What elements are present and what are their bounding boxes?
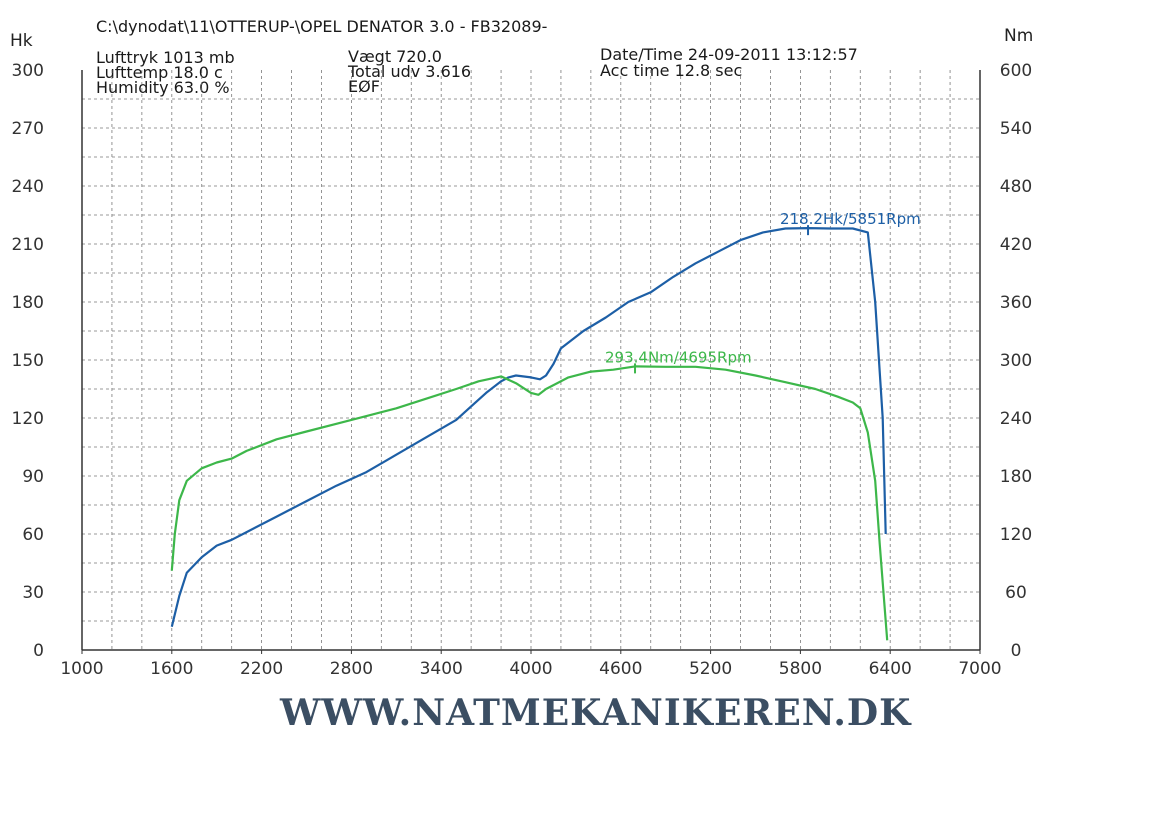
website-banner: WWW.NATMEKANIKEREN.DK bbox=[280, 692, 912, 734]
air-temperature: Lufttemp 18.0 c bbox=[96, 63, 223, 82]
left-tick-label: 240 bbox=[12, 177, 44, 197]
x-tick-label: 2800 bbox=[330, 659, 373, 679]
tick-labels: 1000 1600 2200 2800 3400 4000 4600 5200 5800 6400… bbox=[12, 61, 1033, 679]
left-tick-label: 60 bbox=[22, 525, 44, 545]
left-tick-label: 30 bbox=[22, 583, 44, 603]
left-tick-label: 180 bbox=[12, 293, 44, 313]
humidity: Humidity 63.0 % bbox=[96, 78, 230, 97]
right-tick-label: 540 bbox=[1000, 119, 1032, 139]
weight: Vægt 720.0 bbox=[348, 47, 442, 66]
x-tick-label: 5800 bbox=[779, 659, 822, 679]
torque-peak-label: 293.4Nm/4695Rpm bbox=[605, 348, 752, 366]
x-tick-label: 1000 bbox=[60, 659, 103, 679]
x-tick-label: 1600 bbox=[150, 659, 193, 679]
chart-grid bbox=[82, 70, 980, 650]
right-tick-label: 480 bbox=[1000, 177, 1032, 197]
right-tick-label: 420 bbox=[1000, 235, 1032, 255]
eof-label: EØF bbox=[348, 77, 380, 96]
x-tick-label: 5200 bbox=[689, 659, 732, 679]
right-tick-label: 120 bbox=[1000, 525, 1032, 545]
left-axis-unit: Hk bbox=[10, 31, 33, 51]
left-tick-label: 90 bbox=[22, 467, 44, 487]
torque-curve bbox=[170, 365, 889, 641]
left-tick-label: 120 bbox=[12, 409, 44, 429]
x-tick-label: 3400 bbox=[420, 659, 463, 679]
x-tick-label: 4000 bbox=[509, 659, 552, 679]
power-peak-label: 218.2Hk/5851Rpm bbox=[780, 210, 921, 228]
total-gear-ratio: Total udv 3.616 bbox=[348, 62, 472, 81]
file-path: C:\dynodat\11\OTTERUP-\OPEL DENATOR 3.0 … bbox=[96, 17, 548, 36]
chart-curves bbox=[170, 227, 889, 641]
left-tick-label: 0 bbox=[33, 641, 44, 661]
peak-labels: 218.2Hk/5851Rpm 293.4Nm/4695Rpm bbox=[605, 210, 921, 374]
right-tick-label: 0 bbox=[1011, 641, 1022, 661]
date-time: Date/Time 24-09-2011 13:12:57 bbox=[600, 45, 858, 64]
air-pressure: Lufttryk 1013 mb bbox=[96, 48, 235, 67]
right-tick-label: 300 bbox=[1000, 351, 1032, 371]
power-curve bbox=[170, 227, 887, 628]
x-tick-label: 2200 bbox=[240, 659, 283, 679]
left-tick-label: 150 bbox=[12, 351, 44, 371]
acceleration-time: Acc time 12.8 sec bbox=[600, 61, 743, 80]
left-tick-label: 210 bbox=[12, 235, 44, 255]
right-tick-label: 60 bbox=[1005, 583, 1027, 603]
x-tick-label: 4600 bbox=[599, 659, 642, 679]
x-tick-label: 6400 bbox=[869, 659, 912, 679]
left-tick-label: 300 bbox=[12, 61, 44, 81]
right-tick-label: 240 bbox=[1000, 409, 1032, 429]
x-tick-label: 7000 bbox=[958, 659, 1001, 679]
right-axis-unit: Nm bbox=[1004, 26, 1034, 46]
right-tick-label: 360 bbox=[1000, 293, 1032, 313]
right-tick-label: 180 bbox=[1000, 467, 1032, 487]
left-tick-label: 270 bbox=[12, 119, 44, 139]
right-tick-label: 600 bbox=[1000, 61, 1032, 81]
